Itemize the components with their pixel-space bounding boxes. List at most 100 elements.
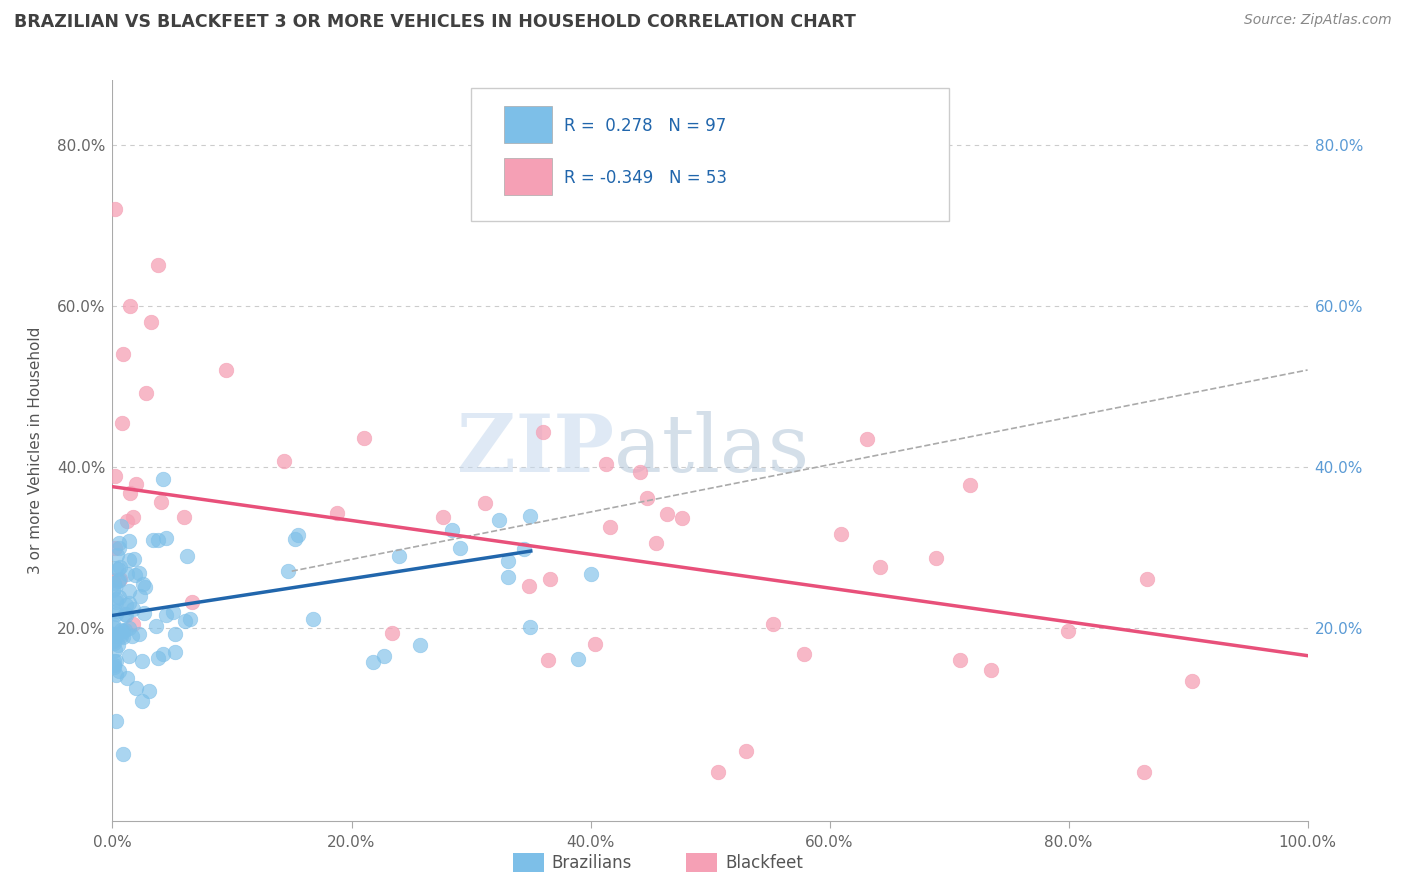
Point (103, 660, 125, 674)
Point (110, 629, 132, 643)
Point (326, 507, 349, 521)
Point (105, 591, 128, 606)
Point (142, 533, 165, 548)
Point (131, 694, 153, 708)
Point (579, 567, 602, 582)
Point (655, 508, 678, 522)
FancyBboxPatch shape (471, 87, 949, 221)
Point (101, 583, 124, 598)
Point (139, 315, 162, 329)
Point (124, 477, 146, 491)
Text: R = -0.349   N = 53: R = -0.349 N = 53 (564, 169, 727, 187)
Point (181, 595, 204, 609)
Point (302, 612, 325, 626)
Point (671, 511, 693, 525)
Point (111, 346, 134, 360)
Point (122, 510, 145, 524)
Point (107, 562, 129, 576)
Point (1136, 572, 1159, 586)
Point (104, 607, 127, 622)
Point (1056, 624, 1078, 639)
Point (707, 765, 730, 780)
Point (111, 624, 134, 638)
Point (174, 615, 197, 629)
Point (150, 494, 173, 508)
Point (645, 536, 668, 550)
Point (519, 508, 541, 523)
Point (121, 629, 143, 643)
Point (107, 573, 129, 587)
Point (103, 573, 125, 587)
Point (105, 548, 128, 562)
Point (949, 653, 972, 667)
Point (103, 636, 125, 650)
Point (104, 202, 127, 216)
Y-axis label: 3 or more Vehicles in Household: 3 or more Vehicles in Household (28, 326, 44, 574)
Point (1133, 765, 1156, 780)
Point (830, 526, 852, 541)
Point (284, 533, 307, 547)
Point (134, 580, 156, 594)
Text: ZIP: ZIP (457, 411, 614, 490)
Point (531, 425, 554, 439)
Point (165, 626, 187, 640)
Point (146, 259, 169, 273)
Point (118, 533, 141, 548)
Point (145, 619, 167, 633)
Point (162, 605, 184, 619)
Point (122, 601, 145, 615)
Point (583, 637, 606, 651)
Point (108, 536, 131, 550)
Point (108, 559, 131, 574)
Point (128, 566, 150, 581)
Point (925, 550, 948, 565)
Point (107, 574, 129, 588)
Point (103, 617, 125, 632)
Point (173, 510, 195, 524)
Point (519, 619, 541, 633)
FancyBboxPatch shape (505, 158, 553, 195)
Point (115, 567, 138, 582)
Point (735, 744, 758, 758)
Point (148, 533, 170, 547)
Point (599, 519, 621, 533)
Point (110, 518, 132, 533)
Point (114, 599, 136, 613)
Point (103, 575, 125, 590)
Point (118, 621, 141, 635)
Point (115, 514, 138, 528)
Point (793, 647, 815, 661)
Point (449, 541, 471, 555)
Point (179, 612, 201, 626)
Point (176, 549, 198, 563)
FancyBboxPatch shape (505, 106, 553, 144)
Point (104, 561, 127, 575)
Point (114, 623, 136, 637)
Point (118, 596, 141, 610)
Point (131, 654, 153, 668)
Point (155, 532, 177, 546)
Point (108, 572, 131, 586)
Point (155, 607, 177, 622)
Point (104, 642, 127, 657)
Point (273, 453, 295, 467)
Text: Blackfeet: Blackfeet (725, 854, 803, 871)
Text: R =  0.278   N = 97: R = 0.278 N = 97 (564, 117, 727, 136)
Point (488, 513, 510, 527)
Point (117, 583, 139, 598)
Point (762, 617, 785, 632)
Point (277, 564, 299, 578)
Point (628, 465, 651, 479)
Point (104, 468, 127, 483)
Point (1181, 673, 1204, 688)
Point (105, 668, 128, 682)
Point (103, 541, 125, 556)
Point (474, 496, 496, 510)
Point (373, 649, 395, 664)
Point (381, 625, 404, 640)
Point (105, 629, 128, 643)
Point (112, 747, 135, 761)
Point (104, 714, 127, 728)
Point (152, 647, 174, 661)
Point (132, 606, 155, 620)
